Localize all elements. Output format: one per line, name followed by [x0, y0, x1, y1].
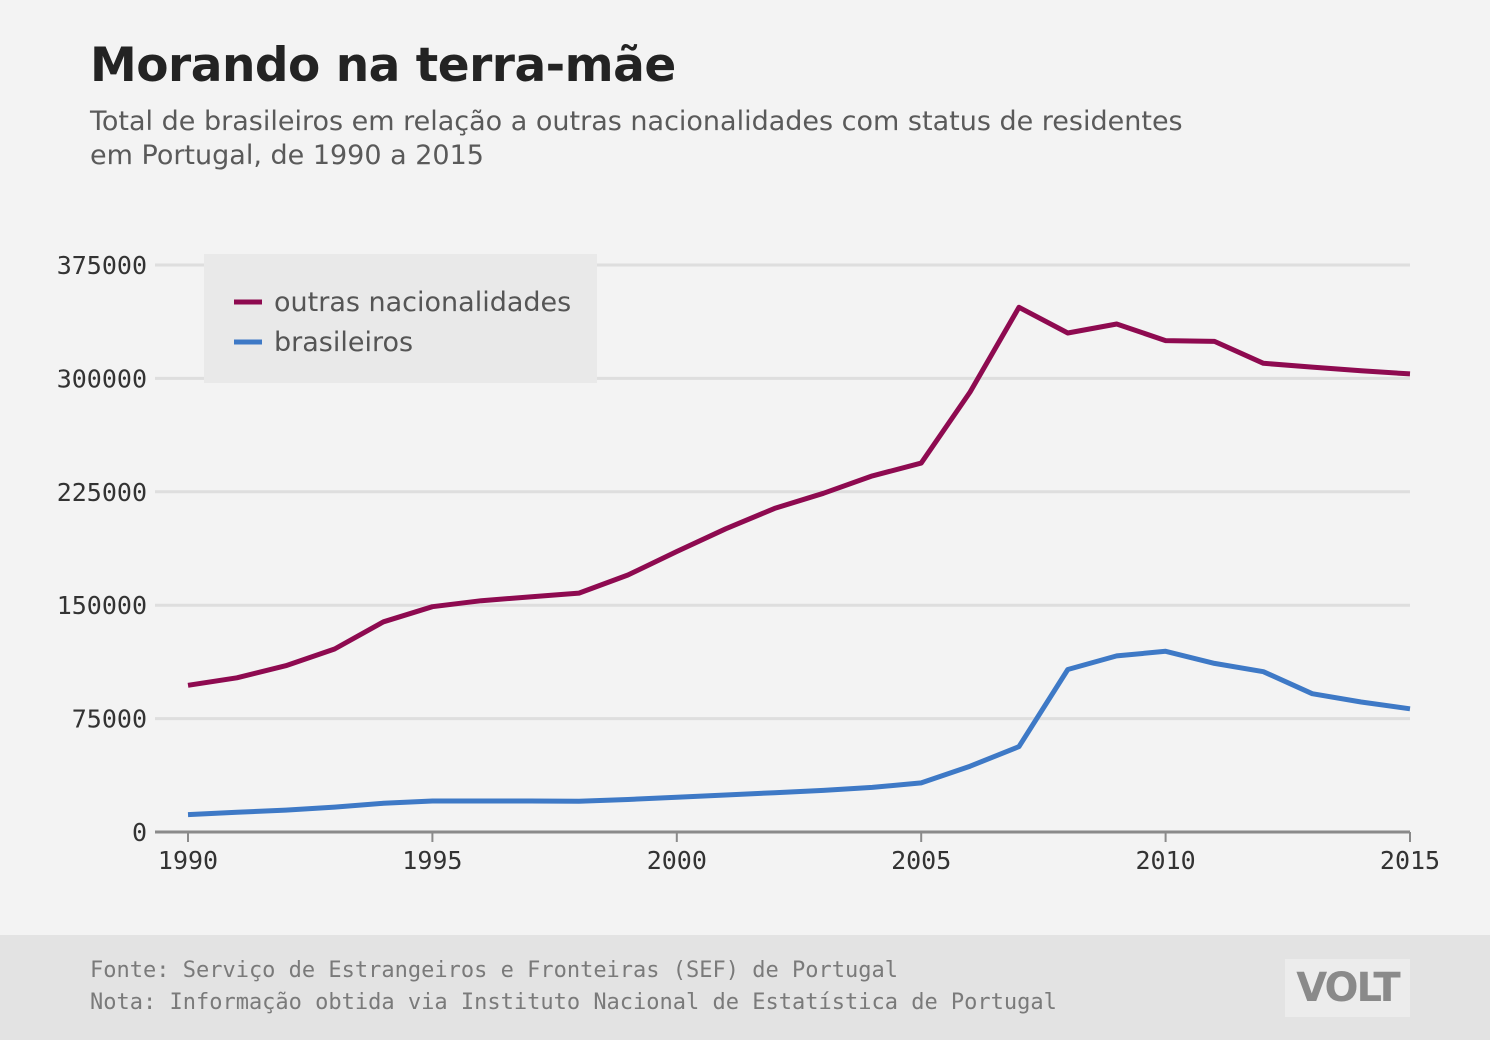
series-line-outras-nacionalidades [187, 304, 1411, 688]
x-tick-label: 1995 [402, 846, 462, 875]
series-lines [187, 304, 1411, 818]
x-tick-label: 2005 [891, 846, 951, 875]
legend-label: outras nacionalidades [274, 287, 571, 318]
chart-subtitle-line-1: Total de brasileiros em relação a outras… [90, 106, 1183, 137]
y-tick-label: 225000 [57, 478, 147, 507]
legend-box [204, 254, 597, 383]
legend: outras nacionalidades brasileiros [204, 254, 597, 383]
source-note: Fonte: Serviço de Estrangeiros e Frontei… [90, 958, 898, 983]
x-tick-label: 2015 [1380, 846, 1440, 875]
legend-label: brasileiros [274, 327, 413, 358]
chart-subtitle-line-2: em Portugal, de 1990 a 2015 [90, 140, 484, 171]
volt-logo: VOLT [1285, 959, 1410, 1017]
x-tick-label: 2010 [1135, 846, 1195, 875]
axes: 0 75000 150000 225000 300000 375000 1990 1995 20… [57, 251, 1440, 875]
y-tick-label: 150000 [57, 591, 147, 620]
line-chart: 0 75000 150000 225000 300000 375000 1990 1995 20… [57, 251, 1440, 875]
series-line-brasileiros [187, 648, 1411, 818]
y-tick-label: 0 [132, 818, 147, 847]
footer: Fonte: Serviço de Estrangeiros e Frontei… [0, 935, 1490, 1040]
x-tick-label: 1990 [158, 846, 218, 875]
y-tick-label: 375000 [57, 251, 147, 280]
chart-title: Morando na terra-mãe [90, 38, 676, 93]
info-note: Nota: Informação obtida via Instituto Na… [90, 990, 1057, 1015]
y-tick-label: 75000 [72, 705, 147, 734]
x-tick-label: 2000 [647, 846, 707, 875]
y-tick-label: 300000 [57, 364, 147, 393]
